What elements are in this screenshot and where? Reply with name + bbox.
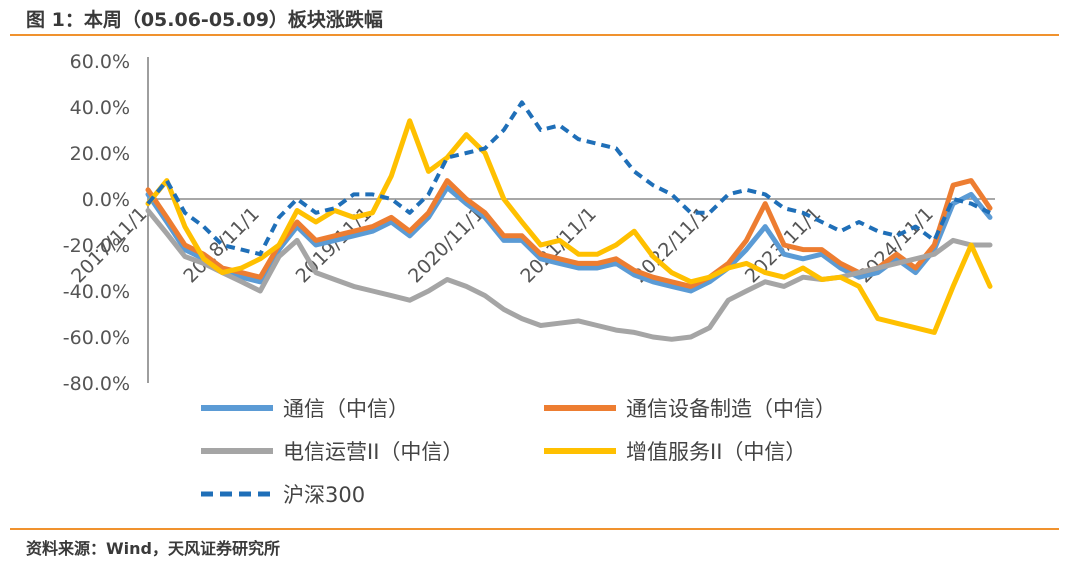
legend-label: 增值服务II（中信） [626, 440, 806, 464]
series-line-1 [145, 178, 993, 289]
y-tick-label: -80.0% [63, 373, 130, 395]
y-tick-label: 20.0% [70, 143, 130, 165]
y-tick-label: -20.0% [63, 235, 130, 257]
y-tick-label: -40.0% [63, 281, 130, 303]
source-note: 资料来源：Wind，天风证券研究所 [26, 539, 280, 558]
figure-title: 图 1：本周（05.06-05.09）板块涨跌幅 [26, 9, 383, 31]
legend-label: 沪深300 [283, 483, 365, 507]
x-tick-label: 2020/11/1 [404, 203, 488, 287]
source-divider [10, 528, 1059, 530]
series-lines [145, 100, 993, 342]
y-tick-label: 40.0% [70, 97, 130, 119]
legend-label: 电信运营II（中信） [283, 440, 463, 464]
y-axis: 60.0% 40.0% 20.0% 0.0% -20.0% -40.0% -60.0% -80… [63, 51, 149, 395]
series-line-3 [145, 118, 993, 335]
y-tick-label: 60.0% [70, 51, 130, 73]
title-divider [10, 34, 1059, 36]
y-tick-label: -60.0% [63, 327, 130, 349]
series-line-2 [145, 208, 993, 342]
series-line-4 [146, 100, 991, 257]
legend-label: 通信设备制造（中信） [626, 397, 836, 421]
legend: 通信（中信） 通信设备制造（中信） 电信运营II（中信） 增值服务II（中信） 沪深30… [201, 397, 836, 507]
legend-label: 通信（中信） [283, 397, 409, 421]
y-tick-label: 0.0% [82, 189, 130, 211]
